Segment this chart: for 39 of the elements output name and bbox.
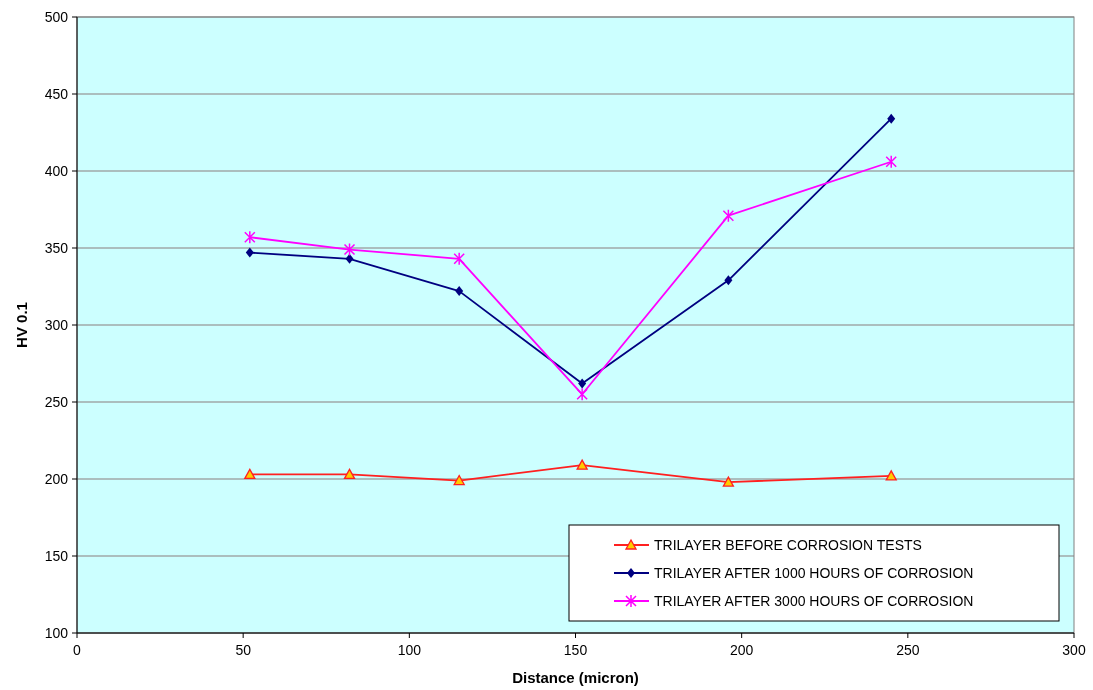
y-tick-label: 100 <box>44 624 69 641</box>
point <box>345 253 354 264</box>
point <box>722 476 735 487</box>
x-tick-label: 300 <box>1062 642 1086 658</box>
x-tick-label: 50 <box>235 642 252 658</box>
y-tick-label: 300 <box>44 316 69 333</box>
x-tick-label: 200 <box>729 642 754 658</box>
x-axis-title: Distance (micron) <box>512 669 639 686</box>
point <box>244 468 256 480</box>
x-tick-label: 100 <box>397 642 422 658</box>
x-tick-label: 250 <box>896 642 920 658</box>
point <box>722 208 735 223</box>
legend-label: TRILAYER AFTER 1000 HOURS OF CORROSION <box>654 564 974 581</box>
y-tick-label: 250 <box>44 393 69 410</box>
y-tick-label: 150 <box>44 547 69 564</box>
point <box>343 468 356 480</box>
y-tick-label: 450 <box>44 85 69 102</box>
y-tick-label: 200 <box>44 470 69 487</box>
point <box>343 242 356 257</box>
point <box>885 155 897 169</box>
point <box>885 470 897 481</box>
x-tick-label: 0 <box>73 642 82 658</box>
y-tick-label: 400 <box>44 162 69 179</box>
point <box>453 252 465 266</box>
point <box>245 247 254 258</box>
point <box>887 113 896 124</box>
legend-label: TRILAYER AFTER 3000 HOURS OF CORROSION <box>654 592 974 609</box>
y-tick-label: 350 <box>44 239 69 256</box>
point <box>576 459 588 470</box>
point <box>576 387 588 402</box>
y-axis-title: HV 0.1 <box>13 302 30 348</box>
y-tick-label: 500 <box>44 8 69 25</box>
x-tick-label: 150 <box>563 642 588 658</box>
point <box>724 275 733 286</box>
point <box>455 286 464 297</box>
legend-label: TRILAYER BEFORE CORROSION TESTS <box>654 536 922 553</box>
point <box>453 474 465 486</box>
point <box>578 378 587 389</box>
point <box>244 230 256 244</box>
